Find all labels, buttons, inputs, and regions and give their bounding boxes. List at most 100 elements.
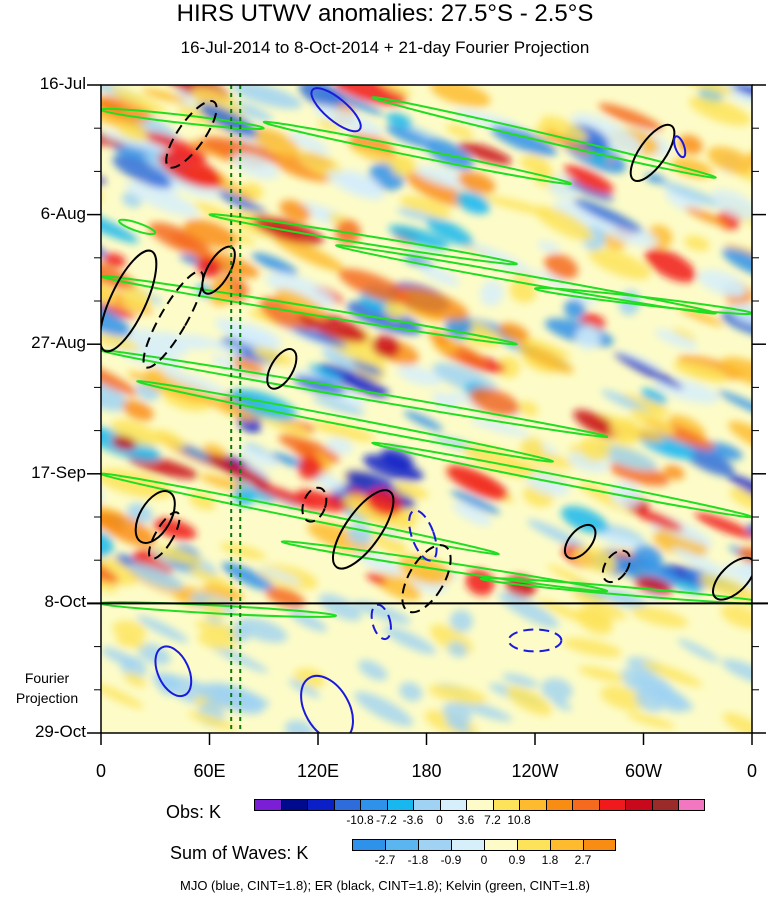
cool-anomaly xyxy=(548,175,580,199)
cool-anomaly xyxy=(354,549,402,576)
warm-anomaly xyxy=(399,195,452,218)
cool-anomaly xyxy=(698,269,748,297)
warm-anomaly xyxy=(563,165,614,195)
cool-anomaly xyxy=(452,502,492,526)
warm-anomaly xyxy=(406,172,467,207)
projected-cool-anomaly xyxy=(721,658,752,685)
projected-warm-anomaly xyxy=(626,712,675,729)
projected-warm-anomaly xyxy=(562,637,622,658)
warm-anomaly xyxy=(457,171,496,194)
warm-anomaly xyxy=(253,346,294,366)
y-tick-label: 16-Jul xyxy=(39,74,86,93)
projected-warm-anomaly xyxy=(642,661,703,687)
projected-cool-anomaly xyxy=(552,698,572,711)
warm-anomaly xyxy=(103,253,126,268)
warm-anomaly xyxy=(101,105,147,133)
colorbar-swatch xyxy=(413,799,440,811)
cool-anomaly xyxy=(396,208,436,222)
warm-anomaly xyxy=(294,442,316,459)
er-contour-negative xyxy=(301,486,328,523)
cool-anomaly xyxy=(231,85,303,109)
warm-anomaly xyxy=(458,142,513,165)
projected-cool-anomaly xyxy=(454,699,513,722)
colorbar-label: -10.8 xyxy=(346,813,374,827)
projected-warm-anomaly xyxy=(506,686,553,716)
plot-axes xyxy=(87,84,768,745)
warm-anomaly xyxy=(446,465,509,500)
colorbar-swatch xyxy=(651,799,678,811)
mjo-contour-positive xyxy=(300,674,354,733)
y-tick-label: 17-Sep xyxy=(31,462,86,482)
warm-anomaly xyxy=(122,399,154,421)
colorbar-label: 7.2 xyxy=(484,813,501,827)
warm-anomaly xyxy=(672,328,696,343)
warm-anomaly xyxy=(295,489,348,512)
cool-anomaly xyxy=(362,454,424,482)
projected-warm-anomaly xyxy=(101,683,144,709)
warm-anomaly xyxy=(516,343,574,374)
projected-cool-anomaly xyxy=(354,600,411,625)
cool-anomaly xyxy=(654,329,698,350)
projected-warm-anomaly xyxy=(115,637,147,649)
cool-anomaly xyxy=(386,112,413,129)
warm-anomaly xyxy=(338,268,411,304)
cool-anomaly xyxy=(125,181,199,217)
colorbar-label: -3.6 xyxy=(402,813,424,827)
cool-anomaly xyxy=(671,547,729,577)
projected-warm-anomaly xyxy=(195,620,238,636)
colorbar-label: -0.9 xyxy=(440,853,462,867)
warm-anomaly xyxy=(298,310,368,343)
projected-warm-anomaly xyxy=(428,684,488,705)
warm-anomaly xyxy=(497,356,520,379)
kelvin-contour xyxy=(136,380,555,463)
colorbar-swatch xyxy=(550,839,583,851)
cool-anomaly xyxy=(101,130,171,153)
warm-anomaly xyxy=(101,122,125,147)
x-tick-label: 60E xyxy=(193,761,226,781)
projected-cool-anomaly xyxy=(208,643,269,673)
warm-anomaly xyxy=(250,127,300,157)
warm-anomaly xyxy=(202,583,244,602)
warm-anomaly xyxy=(395,287,469,321)
projected-warm-anomaly xyxy=(197,630,238,650)
warm-anomaly xyxy=(232,358,265,375)
cool-anomaly xyxy=(308,364,343,383)
colorbar-swatch xyxy=(280,799,307,811)
warm-anomaly xyxy=(631,397,670,416)
colorbar-swatch xyxy=(451,839,484,851)
cool-anomaly xyxy=(537,241,560,253)
cool-anomaly xyxy=(527,519,589,550)
y-tick-label: 8-Oct xyxy=(44,592,86,612)
warm-anomaly xyxy=(379,85,413,96)
cool-anomaly xyxy=(101,208,139,244)
cool-anomaly xyxy=(380,448,414,469)
x-tick-label: 120W xyxy=(511,761,559,781)
warm-anomaly xyxy=(398,555,452,585)
cool-anomaly xyxy=(564,299,586,320)
cool-anomaly xyxy=(182,334,244,354)
er-contour-positive xyxy=(266,348,298,390)
warm-anomaly xyxy=(101,359,138,396)
warm-anomaly xyxy=(694,512,752,540)
warm-anomaly xyxy=(684,235,710,252)
cool-anomaly xyxy=(417,264,460,286)
projected-cool-anomaly xyxy=(157,673,180,696)
cool-anomaly xyxy=(388,225,449,250)
er-contour-negative xyxy=(601,549,631,584)
cool-anomaly xyxy=(426,217,474,247)
warm-anomaly xyxy=(510,272,537,284)
cool-anomaly xyxy=(258,566,302,585)
kelvin-contour xyxy=(118,218,157,236)
cool-anomaly xyxy=(573,198,643,233)
projected-cool-anomaly xyxy=(633,674,694,711)
cool-anomaly xyxy=(614,556,680,587)
projected-cool-anomaly xyxy=(635,692,663,713)
warm-anomaly xyxy=(297,455,323,481)
cool-anomaly xyxy=(571,113,643,155)
colorbar-swatch xyxy=(439,799,466,811)
projected-cool-anomaly xyxy=(677,638,720,663)
colorbar-swatch xyxy=(352,839,385,851)
projected-cool-anomaly xyxy=(541,678,573,702)
colorbar-swatch xyxy=(598,799,625,811)
colorbar-label: -1.8 xyxy=(407,853,429,867)
